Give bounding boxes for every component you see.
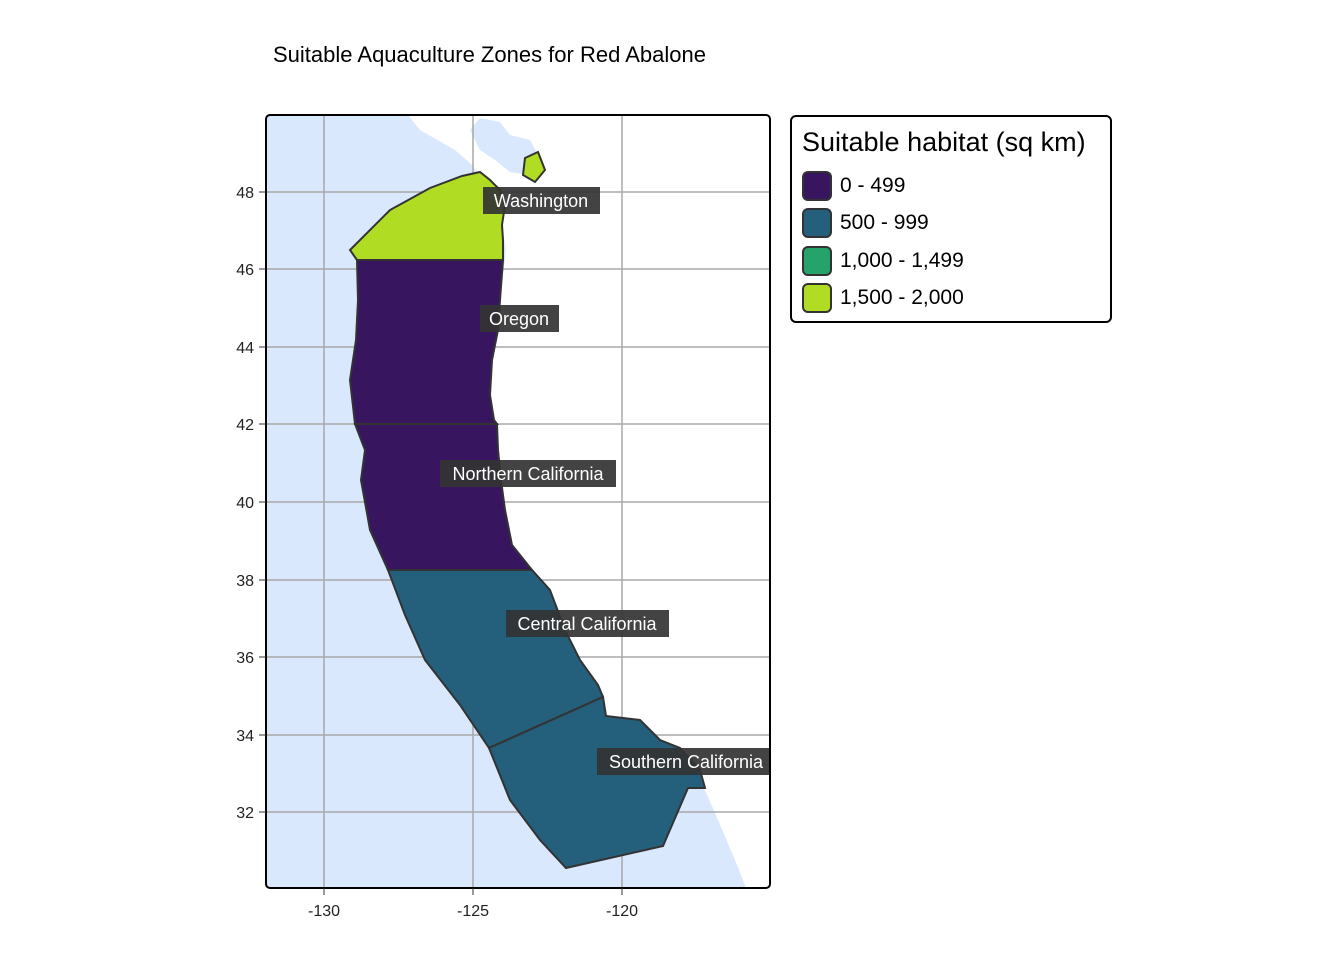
region-label-oregon: Oregon: [480, 305, 559, 332]
y-tick-label: 32: [236, 805, 254, 822]
y-tick-label: 44: [236, 340, 254, 357]
legend-label: 0 - 499: [840, 174, 906, 197]
region-label-southern-california: Southern California: [597, 748, 770, 775]
region-label-central-california: Central California: [506, 610, 669, 637]
legend-swatch: [802, 171, 832, 201]
svg-text:Central California: Central California: [517, 614, 657, 634]
y-axis: 32 34 36 38 40 42 44 46 48: [236, 185, 266, 822]
legend-label: 1,500 - 2,000: [840, 286, 964, 309]
map-title: Suitable Aquaculture Zones for Red Abalo…: [273, 42, 706, 67]
x-tick-label: -120: [606, 903, 638, 920]
legend: Suitable habitat (sq km) 0 - 499 500 - 9…: [790, 115, 1112, 323]
legend-item: 1,000 - 1,499: [802, 244, 964, 278]
region-label-northern-california: Northern California: [440, 460, 616, 487]
legend-label: 1,000 - 1,499: [840, 249, 964, 272]
x-tick-label: -125: [457, 903, 489, 920]
x-axis: -130 -125 -120: [308, 888, 638, 920]
legend-label: 500 - 999: [840, 211, 929, 234]
region-label-washington: Washington: [483, 187, 600, 214]
region-oregon[interactable]: [348, 259, 505, 425]
y-tick-label: 42: [236, 417, 254, 434]
map-panel: Washington Oregon Northern California Ce…: [266, 115, 770, 888]
legend-item: 500 - 999: [802, 206, 929, 240]
strait-water: [470, 118, 540, 175]
svg-text:Northern California: Northern California: [452, 464, 604, 484]
legend-swatch: [802, 246, 832, 276]
legend-title: Suitable habitat (sq km): [802, 127, 1086, 157]
x-tick-label: -130: [308, 903, 340, 920]
y-tick-label: 38: [236, 573, 254, 590]
y-tick-label: 46: [236, 262, 254, 279]
y-tick-label: 36: [236, 650, 254, 667]
svg-text:Washington: Washington: [494, 191, 588, 211]
region-washington-inlet: [521, 150, 547, 184]
svg-text:Oregon: Oregon: [489, 309, 549, 329]
legend-swatch: [802, 208, 832, 238]
svg-text:Southern California: Southern California: [609, 752, 764, 772]
legend-item: 0 - 499: [802, 169, 905, 203]
legend-swatch: [802, 283, 832, 313]
y-tick-label: 40: [236, 495, 254, 512]
y-tick-label: 34: [236, 728, 254, 745]
y-tick-label: 48: [236, 185, 254, 202]
region-southern-california[interactable]: [487, 695, 707, 870]
legend-item: 1,500 - 2,000: [802, 281, 964, 315]
